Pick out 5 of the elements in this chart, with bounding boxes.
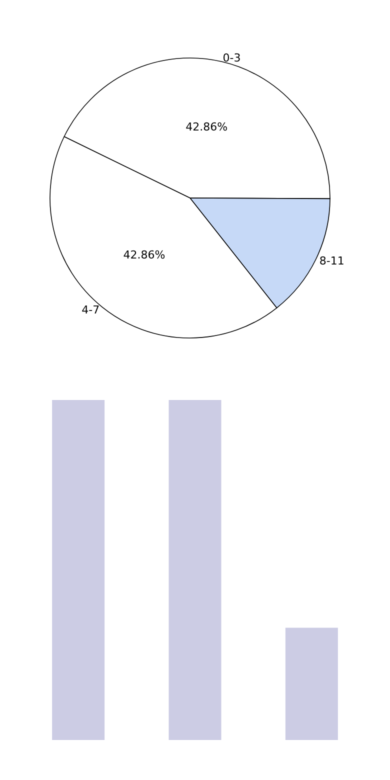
slice-label: 0-3 — [222, 51, 241, 64]
slice-label: 8-11 — [319, 254, 344, 268]
slice-label: 4-7 — [82, 304, 100, 317]
data-label: 42.86% — [186, 120, 228, 134]
data-label: 42.86% — [123, 248, 166, 262]
